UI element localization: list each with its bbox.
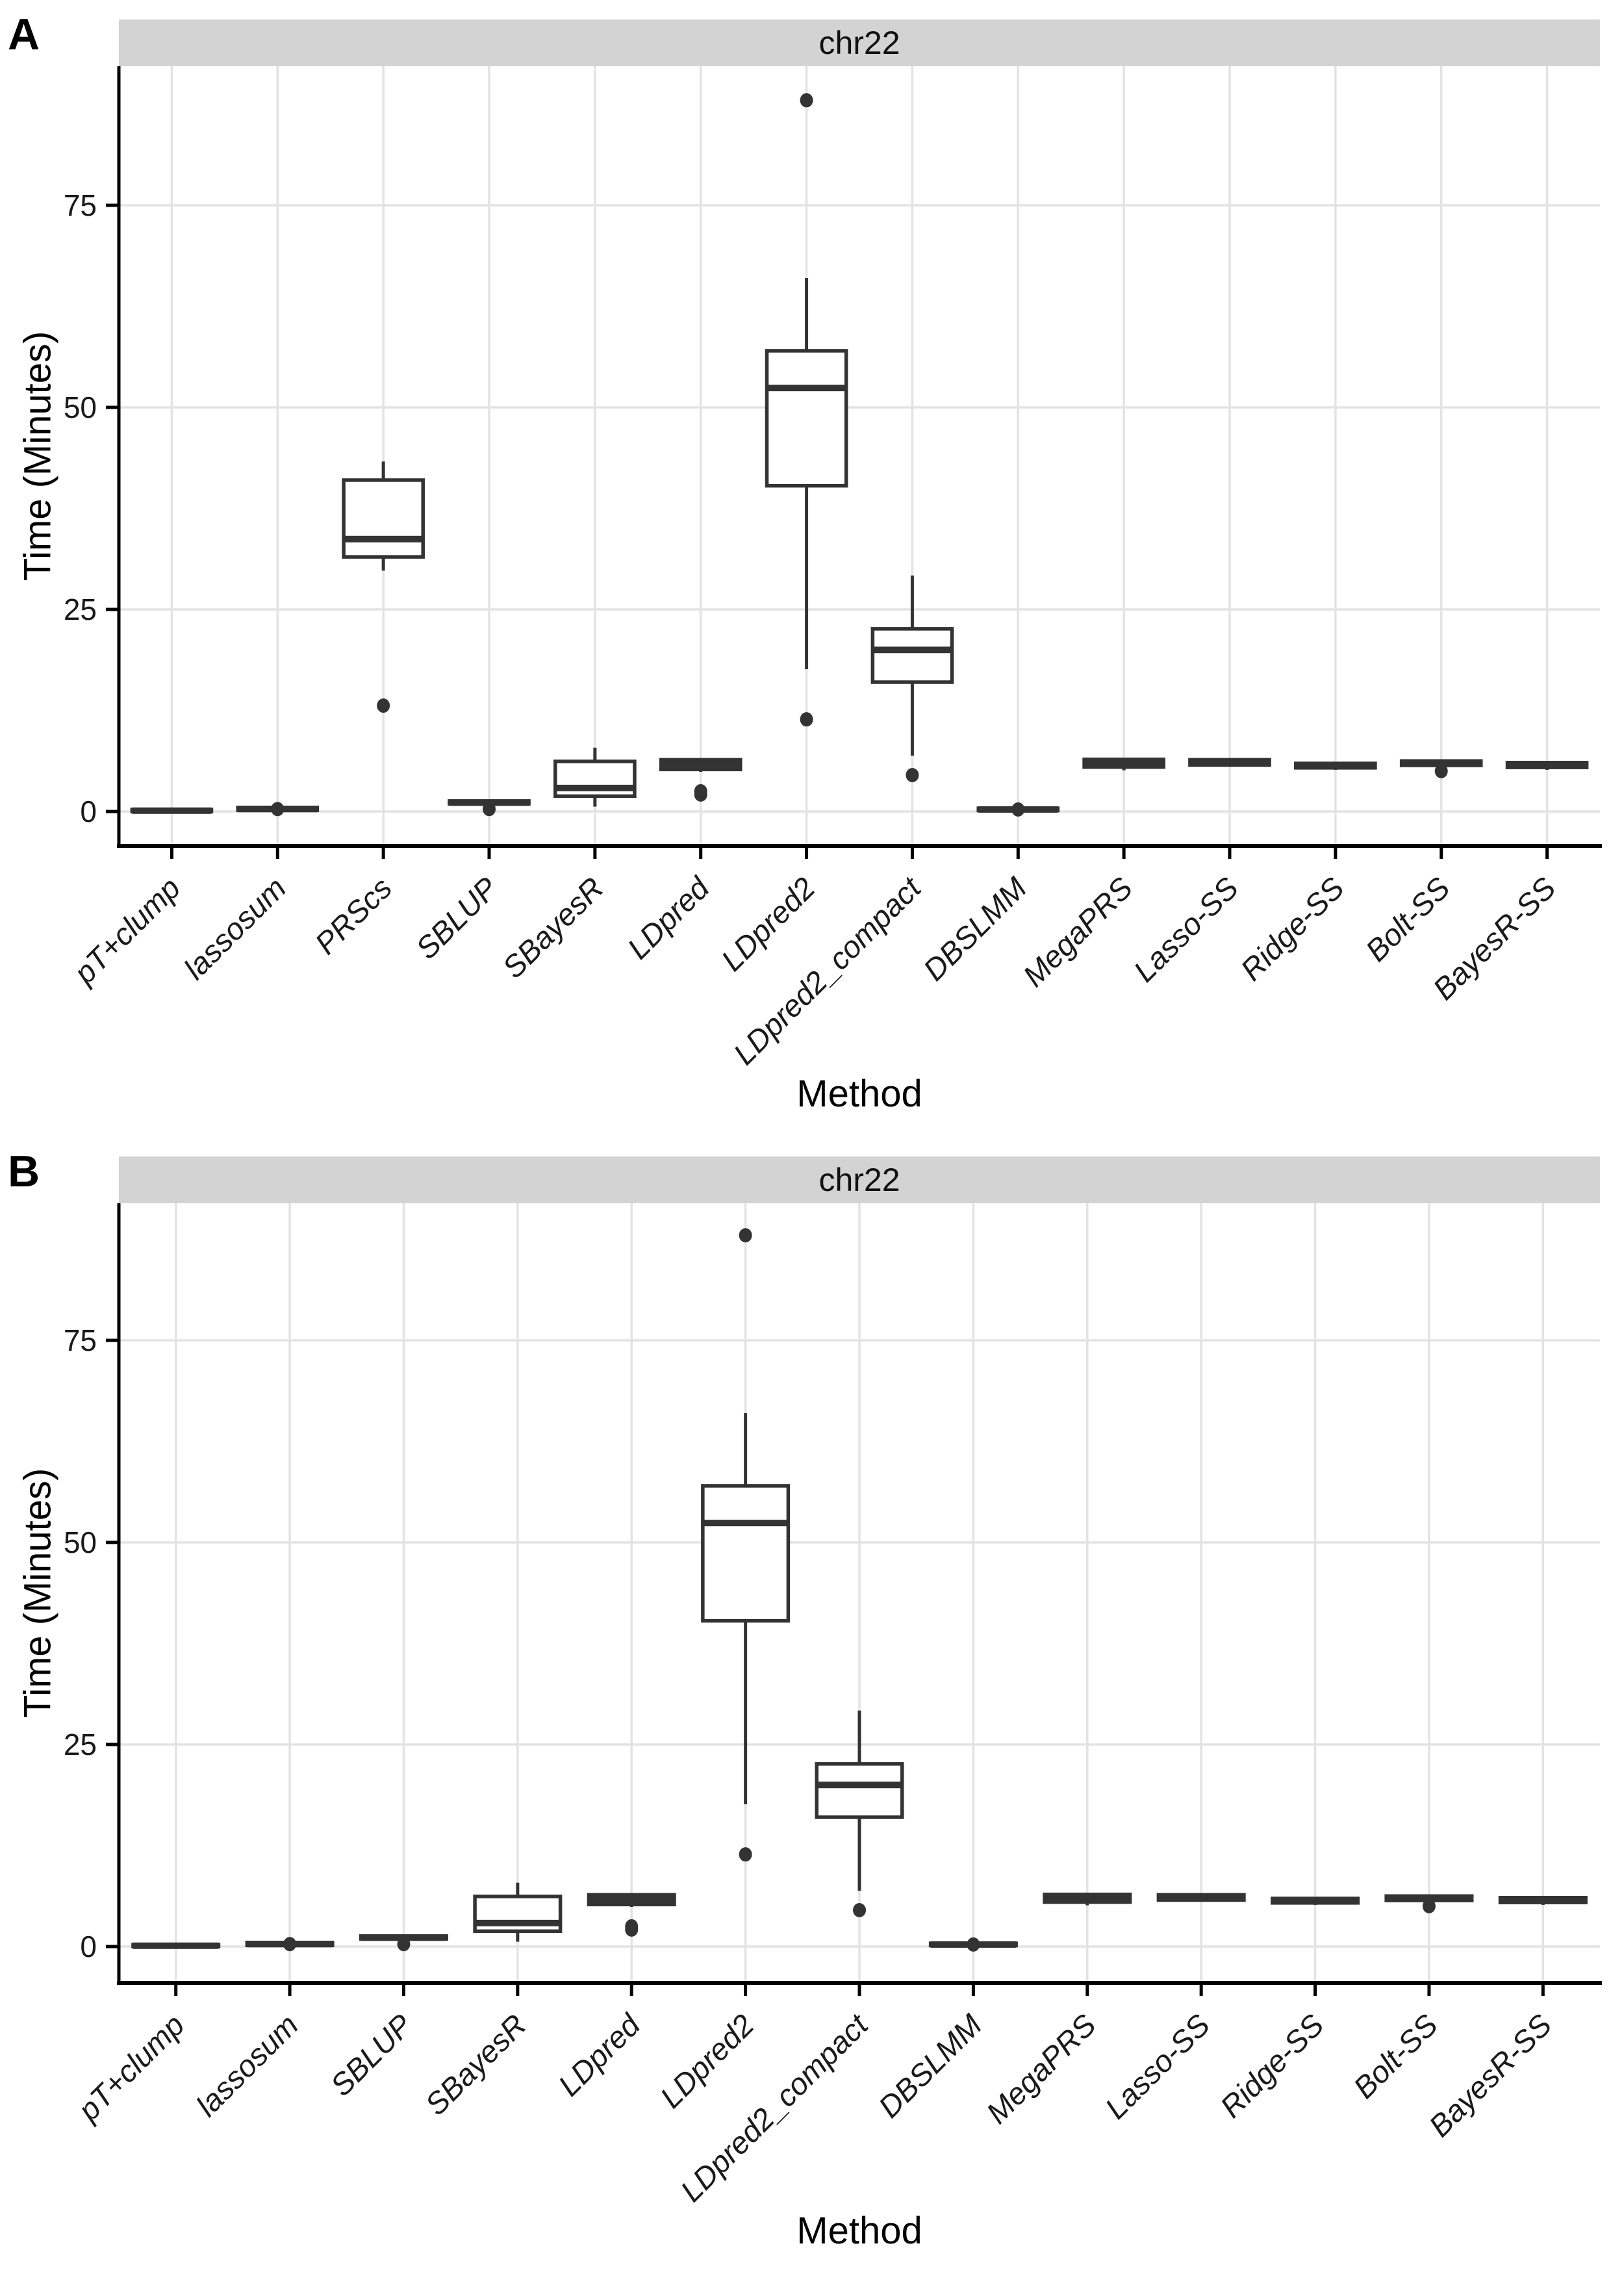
outlier-point [483,802,496,817]
x-tick-label: DBSLMM [917,870,1034,987]
panel-background [119,66,1600,846]
y-tick-label: 0 [80,795,97,828]
outlier-point [271,802,285,817]
outlier-point [1011,802,1025,817]
outlier-point [694,787,707,802]
x-tick-label: pT+clump [66,871,187,991]
x-tick-label: Lasso-SS [1098,2008,1217,2126]
outlier-point [967,1937,980,1952]
x-tick-label: LDpred2 [653,2008,761,2115]
x-tick-label: Ridge-SS [1234,871,1351,988]
facet-strip [119,1156,1600,1203]
panel-a-y-axis-title: Time (Minutes) [16,331,59,581]
outlier-point [377,698,390,713]
x-tick-label: LDpred2_compact [674,2006,875,2208]
x-tick-label: pT+clump [70,2008,191,2128]
x-tick-label: Ridge-SS [1213,2008,1330,2125]
x-tick-label: SBayesR [418,2008,533,2122]
x-tick-label: MegaPRS [1016,871,1139,993]
box-LDpred2_compact [815,1762,904,1819]
outlier-point [283,1937,297,1952]
y-tick-label: 75 [64,1323,97,1357]
box-LDpred2 [701,1484,791,1623]
panel-a-x-axis-title: Method [796,1073,922,1115]
outlier-point [853,1903,866,1918]
x-tick-label: lassosum [177,871,293,986]
x-tick-label: Bolt-SS [1347,2008,1444,2105]
x-tick-label: BayesR-SS [1422,2008,1558,2143]
panel-b-y-axis-title: Time (Minutes) [16,1468,59,1718]
box-LDpred2_compact [870,627,954,684]
y-tick-label: 25 [64,593,97,626]
y-tick-label: 25 [64,1728,97,1761]
outlier-point [800,712,813,727]
x-tick-label: MegaPRS [980,2008,1102,2130]
x-tick-label: PRScs [308,871,398,961]
y-tick-label: 75 [64,188,97,222]
x-tick-label: DBSLMM [872,2007,989,2124]
panel-b-x-axis-title: Method [796,2210,922,2252]
y-tick-label: 50 [64,1526,97,1559]
outlier-point [739,1228,752,1243]
x-tick-label: SBLUP [324,2007,419,2102]
outlier-point [1422,1898,1436,1913]
y-tick-label: 0 [80,1930,97,1963]
box-LDpred2 [765,349,848,488]
outlier-point [625,1922,639,1937]
panel-b-strip-title: chr22 [818,1162,900,1198]
x-tick-label: LDpred [620,869,717,965]
outlier-point [397,1937,411,1952]
x-tick-label: LDpred [552,2006,648,2102]
outlier-point [800,93,813,108]
x-tick-label: LDpred2 [715,871,822,978]
outlier-point [739,1847,752,1862]
panel-a-strip-title: chr22 [818,25,900,61]
facet-strip [119,19,1600,66]
x-tick-label: lassosum [189,2008,305,2123]
panel-b-label: B [8,1147,40,1196]
x-tick-label: Bolt-SS [1359,871,1456,968]
outlier-point [1434,763,1448,778]
x-tick-label: SBLUP [409,870,505,965]
panel-a-label: A [8,10,40,59]
outlier-point [906,768,919,783]
x-tick-label: Lasso-SS [1126,871,1245,989]
y-tick-label: 50 [64,390,97,424]
box-PRScs [342,478,425,559]
x-tick-label: SBayesR [496,871,610,985]
x-tick-label: LDpred2_compact [726,869,928,1071]
